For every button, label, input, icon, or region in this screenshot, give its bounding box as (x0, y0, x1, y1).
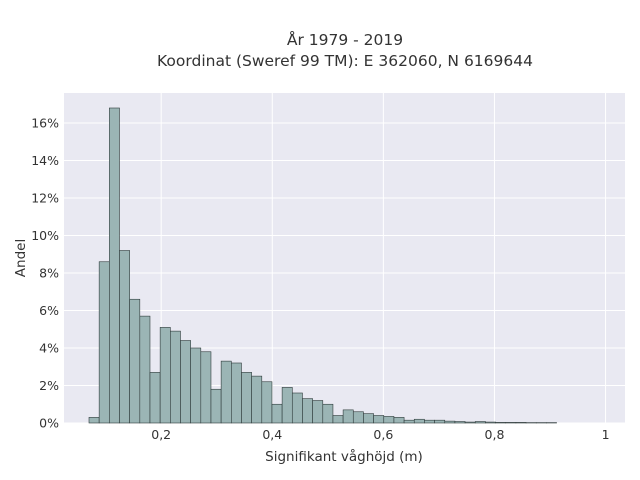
y-tick-label: 2% (39, 378, 59, 393)
tick-labels: 0% 2% 4% 6% 8% 10% 12% 14% 16% 0,2 0,4 0,6 0,8 1 (31, 116, 609, 443)
histogram-bar (515, 422, 527, 424)
histogram-bar (251, 375, 263, 424)
y-tick-label: 14% (31, 153, 59, 168)
y-tick-label: 4% (39, 341, 59, 356)
histogram-bar (474, 421, 486, 424)
histogram-bar (413, 418, 425, 424)
y-tick-label: 8% (39, 266, 59, 281)
histogram-bar (424, 419, 435, 424)
histogram-bar (373, 415, 385, 424)
histogram-bar (98, 261, 110, 424)
histogram-bar (220, 360, 232, 424)
chart-title-line-1: År 1979 - 2019 (287, 30, 403, 49)
histogram-bar (363, 413, 374, 424)
histogram-bar (464, 421, 476, 424)
histogram-bar (271, 403, 283, 424)
y-axis-title: Andel (13, 239, 29, 277)
histogram-bar (139, 315, 151, 424)
y-tick-label: 10% (31, 228, 59, 243)
x-axis-title: Signifikant våghöjd (m) (265, 448, 423, 465)
histogram-bar (434, 419, 446, 424)
y-tick-label: 6% (39, 303, 59, 318)
histogram-bar (393, 417, 405, 424)
histogram-bar (403, 419, 415, 424)
x-tick-label: 0,4 (262, 427, 282, 442)
histogram-bar (190, 347, 202, 424)
histogram-bar (159, 327, 171, 424)
histogram-bar (241, 372, 252, 424)
chart-title-line-2: Koordinat (Sweref 99 TM): E 362060, N 61… (157, 52, 533, 70)
histogram-bar (302, 398, 313, 424)
histogram-bar (149, 372, 161, 424)
y-tick-label: 0% (39, 416, 59, 431)
histogram-bar (281, 387, 293, 424)
plot-area (64, 93, 625, 423)
histogram-bar (119, 250, 130, 424)
histogram-bar (170, 330, 181, 424)
histogram-bar (332, 415, 344, 424)
histogram-bar (129, 298, 141, 424)
histogram-bar (505, 422, 517, 424)
y-tick-label: 12% (31, 191, 59, 206)
histogram-bar (312, 400, 324, 424)
histogram-bar (342, 409, 354, 424)
histogram-bar (261, 381, 273, 424)
x-tick-label: 0,6 (373, 427, 393, 442)
histogram-bar (210, 388, 222, 424)
histogram-bar (109, 107, 120, 424)
histogram-bar (444, 420, 456, 424)
histogram-bar (352, 411, 364, 424)
histogram-bar (88, 417, 100, 424)
bars (88, 107, 557, 424)
histogram-bar (200, 351, 212, 424)
histogram-bar (322, 403, 334, 424)
x-tick-label: 0,2 (151, 427, 171, 442)
histogram-bar (291, 392, 303, 424)
histogram-bar (485, 421, 496, 424)
histogram-bar (495, 422, 507, 424)
x-tick-label: 0,8 (485, 427, 505, 442)
y-tick-label: 16% (31, 116, 59, 131)
x-tick-label: 1 (602, 427, 610, 442)
histogram-bar (383, 416, 395, 424)
histogram-bar (180, 340, 191, 424)
histogram-bar (454, 421, 466, 424)
histogram-bar (231, 362, 242, 424)
